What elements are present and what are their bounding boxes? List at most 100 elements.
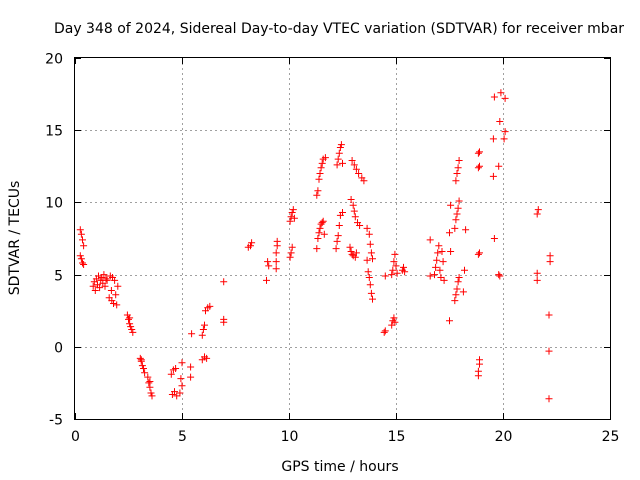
data-point	[476, 148, 483, 156]
data-point	[356, 222, 364, 229]
data-point	[287, 249, 295, 257]
data-point	[176, 389, 184, 397]
data-point	[108, 297, 116, 305]
data-point	[364, 268, 372, 276]
data-point	[426, 272, 434, 280]
data-point	[199, 326, 207, 333]
data-point	[80, 242, 88, 250]
data-point	[446, 229, 453, 237]
data-point	[365, 230, 373, 238]
x-axis-label: GPS time / hours	[281, 459, 398, 475]
data-point	[76, 226, 84, 234]
data-point	[369, 255, 376, 263]
y-tick-label: 15	[45, 124, 63, 140]
data-point	[125, 315, 132, 323]
data-point	[489, 135, 497, 143]
data-point	[363, 224, 371, 232]
data-point	[545, 347, 553, 355]
data-point	[352, 249, 360, 257]
data-point	[366, 281, 374, 289]
data-point	[100, 271, 108, 279]
data-point	[490, 93, 498, 101]
data-point	[446, 317, 453, 325]
data-point	[148, 392, 156, 400]
data-point	[178, 382, 186, 390]
data-point	[453, 170, 461, 177]
data-point	[126, 314, 134, 322]
data-point	[474, 250, 482, 258]
data-point	[360, 177, 368, 185]
data-point	[318, 219, 326, 227]
data-point	[318, 159, 326, 167]
data-point	[545, 311, 553, 319]
x-tick-label: 0	[71, 429, 80, 445]
data-point	[76, 252, 84, 260]
data-point	[454, 204, 462, 212]
data-point	[534, 206, 542, 214]
data-point	[546, 252, 554, 260]
data-point	[103, 276, 111, 284]
data-point	[435, 242, 443, 250]
data-point	[350, 207, 358, 215]
chart-title: Day 348 of 2024, Sidereal Day-to-day VTE…	[54, 21, 624, 37]
data-point	[138, 362, 146, 370]
data-point	[89, 282, 97, 290]
data-point	[80, 261, 88, 268]
data-point	[496, 118, 504, 125]
data-point	[352, 165, 360, 173]
data-point	[332, 245, 340, 253]
data-point	[367, 249, 375, 257]
y-tick-labels: -5 0 5 10 15 20	[45, 52, 63, 429]
data-point	[188, 330, 196, 338]
data-point	[436, 266, 444, 274]
x-tick-label: 10	[281, 429, 299, 445]
data-point	[265, 262, 273, 270]
grid-lines	[75, 58, 610, 419]
data-point	[455, 274, 463, 281]
data-point	[129, 328, 137, 336]
data-point	[333, 161, 341, 169]
data-point	[96, 284, 104, 292]
data-point	[431, 271, 438, 279]
data-point	[447, 201, 455, 209]
data-point	[438, 248, 446, 255]
data-point	[367, 289, 375, 297]
data-point	[426, 236, 434, 244]
x-tick-label: 15	[388, 429, 406, 445]
data-point	[451, 297, 459, 305]
data-point	[461, 266, 468, 274]
data-point	[349, 201, 357, 209]
data-point	[264, 258, 272, 266]
x-tick-label: 20	[495, 429, 513, 445]
data-point	[77, 255, 85, 263]
data-point	[363, 256, 371, 264]
data-point	[389, 266, 397, 274]
data-point	[286, 217, 294, 225]
data-point	[346, 243, 354, 251]
x-tick-label: 5	[178, 429, 187, 445]
data-point	[390, 314, 398, 322]
data-point	[388, 271, 396, 279]
x-tick-labels: 0 5 10 15 20 25	[71, 429, 619, 445]
data-point	[347, 248, 355, 255]
data-point	[476, 356, 483, 364]
data-point	[314, 235, 322, 242]
data-point	[390, 258, 398, 266]
data-point	[455, 197, 463, 205]
data-point	[433, 256, 441, 264]
data-point	[167, 370, 175, 378]
data-point	[263, 276, 270, 284]
data-point	[452, 291, 460, 299]
data-point	[439, 258, 447, 266]
data-point	[198, 331, 206, 339]
data-point	[290, 214, 298, 222]
data-point	[453, 285, 461, 293]
data-point	[337, 141, 345, 149]
data-point	[114, 282, 122, 290]
data-point	[369, 295, 376, 303]
data-point	[287, 213, 295, 221]
data-point	[220, 278, 228, 286]
data-point	[147, 389, 155, 397]
data-point	[289, 206, 297, 214]
